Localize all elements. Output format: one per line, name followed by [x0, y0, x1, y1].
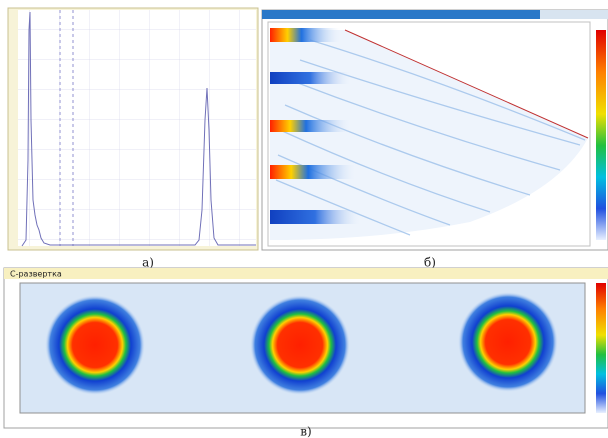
window-controls[interactable] [540, 10, 608, 19]
caption: а) [142, 256, 154, 270]
c-scan-panel: С-развертка [3, 267, 608, 429]
sector-scan-panel [261, 9, 608, 251]
caption: б) [424, 256, 436, 270]
panel-title: С-развертка [10, 270, 62, 279]
caption: в) [300, 425, 311, 438]
a-scan-panel [7, 7, 259, 251]
